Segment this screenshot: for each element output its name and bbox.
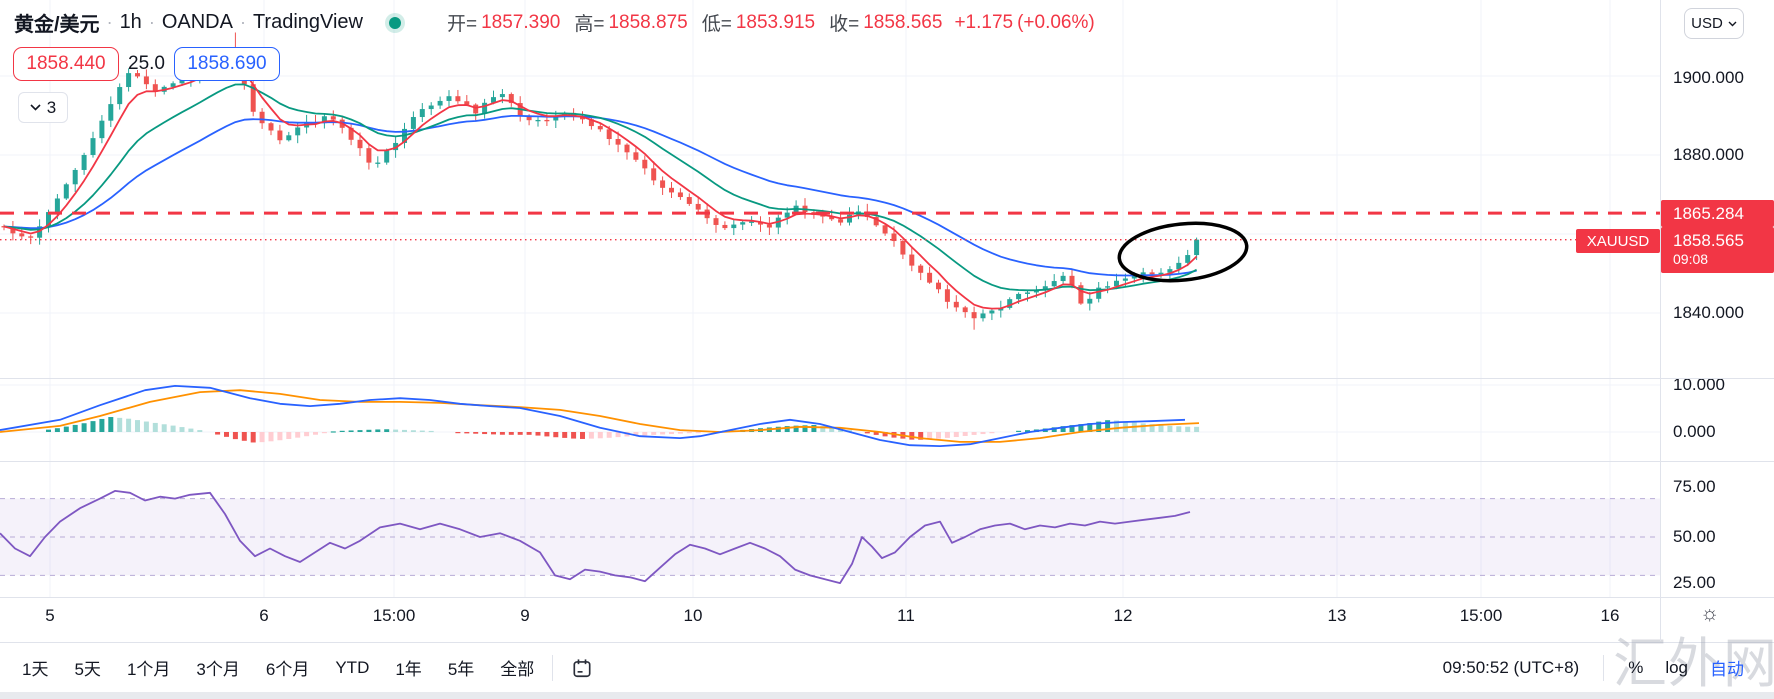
exchange-label[interactable]: OANDA bbox=[161, 11, 233, 33]
range-button[interactable]: 5天 bbox=[74, 660, 101, 679]
last-price-badge: 1858.565 09:08 bbox=[1661, 227, 1774, 273]
price-tick-label: 75.00 bbox=[1673, 477, 1716, 496]
currency-label: USD bbox=[1691, 15, 1723, 32]
change-value: +1.175 bbox=[954, 11, 1014, 33]
auto-scale-button[interactable]: 自动 bbox=[1710, 660, 1744, 679]
last-price-time: 09:08 bbox=[1673, 251, 1709, 267]
low-label: 低= bbox=[701, 14, 732, 35]
time-tick-label: 9 bbox=[520, 606, 530, 625]
time-axis-separator bbox=[0, 597, 1774, 598]
range-button[interactable]: 1天 bbox=[22, 660, 49, 679]
price-tick-label: 10.000 bbox=[1673, 375, 1725, 394]
bottom-toolbar: 汇外网 1天 5天 1个月 3个月 6个月 YTD 1年 5年 全部 09:50:52 (UTC… bbox=[0, 634, 1774, 694]
indicators-count: 3 bbox=[46, 97, 57, 117]
price-tick-label: 1840.000 bbox=[1673, 303, 1744, 322]
buy-ask-button[interactable]: 1858.690 bbox=[173, 47, 280, 81]
price-tick-label: 50.00 bbox=[1673, 527, 1716, 546]
separator-dot: · bbox=[239, 12, 246, 32]
time-axis[interactable]: ☼ 5 6 15:00 9 10 11 12 13 15:00 16 bbox=[0, 598, 1774, 641]
pane-separator-rsi[interactable] bbox=[0, 461, 1774, 462]
open-value: 1857.390 bbox=[481, 11, 561, 33]
chevron-down-icon bbox=[30, 104, 41, 111]
brand-label[interactable]: TradingView bbox=[252, 11, 363, 33]
time-tick-label: 11 bbox=[897, 606, 915, 625]
currency-dropdown[interactable]: USD bbox=[1684, 8, 1744, 39]
price-axis-separator bbox=[1660, 0, 1661, 641]
sell-bid-button[interactable]: 1858.440 bbox=[13, 47, 119, 81]
indicators-collapse-button[interactable]: 3 bbox=[18, 92, 68, 123]
percent-scale-button[interactable]: % bbox=[1628, 657, 1644, 677]
ellipse-annotation[interactable] bbox=[1116, 217, 1249, 286]
time-tick-label: 10 bbox=[683, 606, 703, 625]
time-tick-label: 5 bbox=[45, 606, 55, 625]
alert-price-badge[interactable]: 1865.284 bbox=[1661, 200, 1774, 227]
close-value: 1858.565 bbox=[863, 11, 943, 33]
separator-dot: · bbox=[148, 12, 155, 32]
low-value: 1853.915 bbox=[735, 11, 816, 33]
close-label: 收= bbox=[829, 14, 860, 35]
chart-canvas[interactable] bbox=[0, 0, 1660, 597]
symbol-tag: XAUUSD bbox=[1576, 229, 1660, 253]
range-button[interactable]: 1年 bbox=[395, 660, 422, 679]
log-scale-button[interactable]: log bbox=[1665, 657, 1688, 677]
symbol-name[interactable]: 黄金/美元 bbox=[14, 14, 100, 36]
page-edge bbox=[0, 692, 1774, 699]
high-label: 高= bbox=[574, 14, 605, 35]
change-percent: (+0.06%) bbox=[1017, 11, 1095, 33]
range-buttons: 1天 5天 1个月 3个月 6个月 YTD 1年 5年 全部 bbox=[0, 655, 534, 680]
range-button[interactable]: YTD bbox=[335, 657, 370, 677]
pane-separator-macd[interactable] bbox=[0, 378, 1774, 379]
price-tick-label: 0.000 bbox=[1673, 422, 1716, 441]
interval-label[interactable]: 1h bbox=[119, 11, 142, 33]
price-axis[interactable]: 1865.284 1858.565 09:08 1900.000 1880.000… bbox=[1661, 0, 1774, 597]
high-value: 1858.875 bbox=[608, 11, 688, 33]
market-status-icon bbox=[389, 16, 401, 29]
price-tick-label: 1880.000 bbox=[1673, 145, 1744, 164]
toolbar-divider bbox=[1603, 654, 1605, 681]
time-tick-label: 15:00 bbox=[372, 606, 416, 625]
chevron-down-icon bbox=[1728, 21, 1737, 26]
ohlc-values: 开= 1857.390 高= 1858.875 低= 1853.915 收= 1858.… bbox=[437, 9, 1095, 36]
time-tick-label: 13 bbox=[1327, 606, 1347, 625]
spread-value: 25.0 bbox=[128, 53, 165, 74]
price-tick-label: 25.00 bbox=[1673, 573, 1716, 592]
time-tick-label: 12 bbox=[1113, 606, 1133, 625]
last-price-value: 1858.565 bbox=[1673, 231, 1744, 250]
price-tick-label: 1900.000 bbox=[1673, 68, 1744, 87]
range-button[interactable]: 6个月 bbox=[265, 660, 310, 679]
chart-legend: 黄金/美元 · 1h · OANDA · TradingView 开= 1857.… bbox=[14, 8, 1095, 37]
toolbar-divider bbox=[552, 654, 554, 681]
time-tick-label: 16 bbox=[1600, 606, 1620, 625]
separator-dot: · bbox=[106, 12, 113, 32]
range-button[interactable]: 5年 bbox=[447, 660, 475, 679]
range-button[interactable]: 1个月 bbox=[126, 660, 171, 679]
clock-label[interactable]: 09:50:52 (UTC+8) bbox=[1442, 657, 1580, 677]
time-tick-label: 6 bbox=[259, 606, 269, 625]
time-tick-label: 15:00 bbox=[1459, 606, 1503, 625]
range-button[interactable]: 全部 bbox=[500, 660, 535, 679]
range-button[interactable]: 3个月 bbox=[196, 660, 240, 679]
open-label: 开= bbox=[447, 14, 478, 35]
sun-settings-icon[interactable]: ☼ bbox=[1700, 602, 1720, 625]
calendar-icon[interactable] bbox=[571, 657, 593, 679]
